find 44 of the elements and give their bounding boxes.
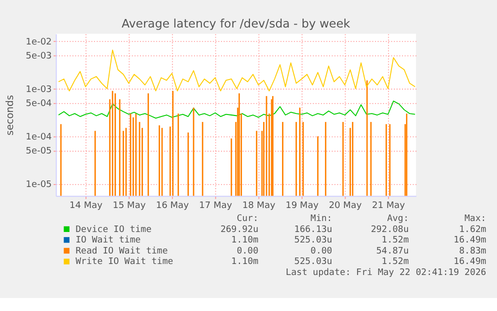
- legend-label: Read IO Wait time: [76, 246, 168, 256]
- x-tick-label: 14 May: [70, 200, 104, 211]
- x-tick-label: 18 May: [242, 200, 276, 211]
- text: Max:: [464, 214, 486, 224]
- text: 166.13u: [294, 224, 332, 235]
- y-tick-label: 5e-03: [26, 52, 52, 62]
- y-axis-title: seconds: [5, 95, 16, 136]
- legend-label: Device IO time: [76, 224, 152, 235]
- text: 0.00: [236, 246, 258, 256]
- text: 269.92u: [220, 224, 258, 235]
- text: 525.03u: [294, 257, 332, 268]
- y-tick-label: 1e-04: [26, 132, 52, 142]
- y-tick-label: 1e-05: [26, 180, 52, 190]
- x-tick-label: 20 May: [328, 200, 362, 211]
- y-tick-label: 5e-04: [26, 99, 52, 110]
- x-tick-label: 15 May: [112, 200, 146, 211]
- text: 8.83m: [459, 246, 486, 256]
- line-series: [58, 50, 416, 92]
- x-tick-label: 16 May: [156, 200, 190, 211]
- text: Min:: [310, 214, 332, 224]
- text: 1.10m: [231, 236, 258, 246]
- chart-title: Average latency for /dev/sda - by week: [122, 16, 350, 30]
- text: 16.49m: [454, 236, 486, 246]
- text: 1.62m: [459, 224, 486, 235]
- y-tick-label: 1e-02: [26, 37, 52, 48]
- legend-label: Write IO Wait time: [76, 257, 174, 268]
- text: 525.03u: [294, 236, 332, 246]
- line-series: [58, 100, 416, 119]
- text: Avg:: [387, 214, 409, 224]
- x-tick-label: 19 May: [286, 200, 320, 211]
- text: Last update: Fri May 22 02:41:19 2026: [286, 268, 486, 278]
- text: 1.52m: [382, 257, 409, 268]
- x-tick-label: 17 May: [199, 200, 233, 211]
- text: 1.10m: [231, 257, 258, 268]
- text: 54.87u: [376, 246, 409, 256]
- text: 16.49m: [454, 257, 486, 268]
- text: Cur:: [236, 214, 258, 224]
- text: 292.08u: [370, 224, 409, 235]
- text: 1.52m: [382, 236, 409, 246]
- legend-label: IO Wait time: [76, 236, 141, 246]
- x-tick-label: 21 May: [372, 200, 406, 211]
- y-tick-label: 1e-03: [26, 84, 52, 95]
- y-tick-label: 5e-05: [26, 146, 52, 157]
- text: 0.00: [310, 246, 332, 256]
